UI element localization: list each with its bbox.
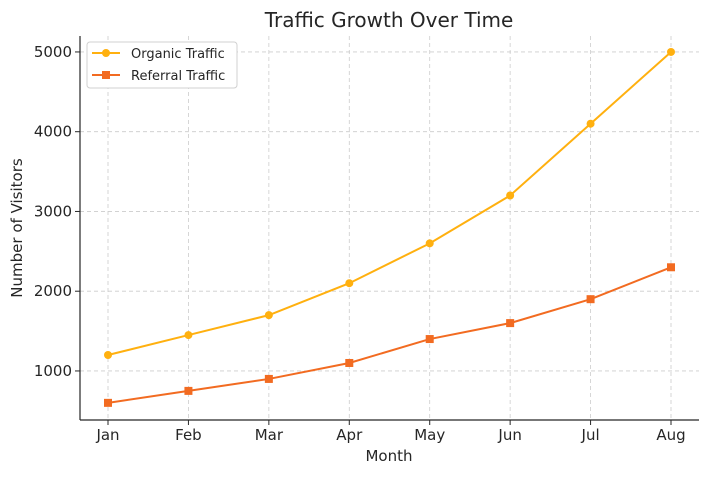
x-tick-label: May bbox=[414, 426, 445, 444]
y-tick-label: 3000 bbox=[34, 202, 72, 220]
chart-title: Traffic Growth Over Time bbox=[264, 8, 514, 32]
y-tick-label: 1000 bbox=[34, 362, 72, 380]
legend-entry-organic: Organic Traffic bbox=[92, 47, 225, 62]
data-point bbox=[667, 47, 675, 56]
data-point bbox=[104, 351, 112, 360]
y-axis-label: Number of Visitors bbox=[8, 158, 26, 298]
x-tick-label: Jul bbox=[581, 426, 600, 444]
series-referral bbox=[104, 263, 675, 407]
data-point bbox=[184, 331, 193, 340]
x-tick-label: Aug bbox=[656, 426, 685, 444]
ticks: Jan Feb Mar Apr May Jun Jul Aug 1000 2000 3000 4000… bbox=[34, 43, 686, 444]
data-point bbox=[184, 386, 193, 395]
legend-marker-square bbox=[102, 71, 110, 79]
y-tick-label: 4000 bbox=[34, 123, 72, 141]
data-point bbox=[425, 239, 434, 248]
data-point bbox=[667, 263, 675, 272]
legend-box bbox=[86, 41, 238, 89]
legend-label: Referral Traffic bbox=[131, 69, 225, 84]
series-line bbox=[107, 266, 672, 404]
series bbox=[104, 47, 675, 407]
x-tick-label: Mar bbox=[255, 426, 284, 444]
x-tick-label: Feb bbox=[175, 426, 202, 444]
series-line bbox=[107, 51, 672, 356]
data-point bbox=[345, 358, 354, 367]
data-point bbox=[586, 295, 595, 304]
legend-entry-referral: Referral Traffic bbox=[92, 69, 225, 84]
legend-marker-circle bbox=[102, 49, 110, 57]
data-point bbox=[586, 119, 595, 128]
x-axis-label: Month bbox=[365, 447, 412, 465]
data-point bbox=[425, 335, 434, 344]
y-tick-label: 2000 bbox=[34, 282, 72, 300]
data-point bbox=[506, 191, 515, 200]
x-tick-label: Jun bbox=[497, 426, 521, 444]
data-point bbox=[506, 319, 515, 328]
data-point bbox=[104, 398, 112, 407]
series-organic bbox=[104, 47, 675, 360]
y-tick-label: 5000 bbox=[34, 43, 72, 61]
legend-label: Organic Traffic bbox=[131, 47, 225, 62]
legend: Organic Traffic Referral Traffic bbox=[86, 41, 238, 89]
x-tick-label: Apr bbox=[336, 426, 363, 444]
x-tick-label: Jan bbox=[95, 426, 119, 444]
data-point bbox=[345, 279, 354, 288]
data-point bbox=[264, 374, 273, 383]
data-point bbox=[264, 311, 273, 320]
grid bbox=[80, 36, 699, 420]
